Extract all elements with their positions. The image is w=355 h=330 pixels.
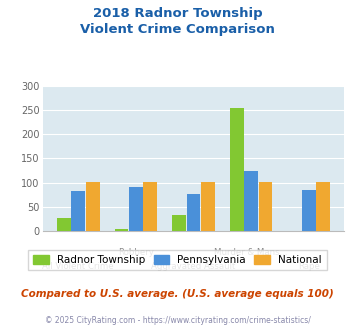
- Bar: [143, 182, 157, 231]
- Text: All Violent Crime: All Violent Crime: [43, 262, 114, 271]
- Bar: [129, 187, 143, 231]
- Bar: [244, 171, 258, 231]
- Legend: Radnor Township, Pennsylvania, National: Radnor Township, Pennsylvania, National: [28, 250, 327, 270]
- Bar: [201, 182, 215, 231]
- Text: Aggravated Assault: Aggravated Assault: [151, 262, 236, 271]
- Bar: [230, 108, 244, 231]
- Bar: [302, 190, 316, 231]
- Text: Robbery: Robbery: [118, 248, 154, 257]
- Bar: [316, 182, 330, 231]
- Bar: [258, 182, 272, 231]
- Text: 2018 Radnor Township
Violent Crime Comparison: 2018 Radnor Township Violent Crime Compa…: [80, 7, 275, 36]
- Text: © 2025 CityRating.com - https://www.cityrating.com/crime-statistics/: © 2025 CityRating.com - https://www.city…: [45, 316, 310, 325]
- Bar: [86, 182, 100, 231]
- Text: Murder & Mans...: Murder & Mans...: [214, 248, 288, 257]
- Bar: [57, 218, 71, 231]
- Bar: [172, 215, 186, 231]
- Bar: [71, 191, 85, 231]
- Text: Compared to U.S. average. (U.S. average equals 100): Compared to U.S. average. (U.S. average …: [21, 289, 334, 299]
- Bar: [187, 194, 200, 231]
- Text: Rape: Rape: [298, 262, 320, 271]
- Bar: [115, 229, 129, 231]
